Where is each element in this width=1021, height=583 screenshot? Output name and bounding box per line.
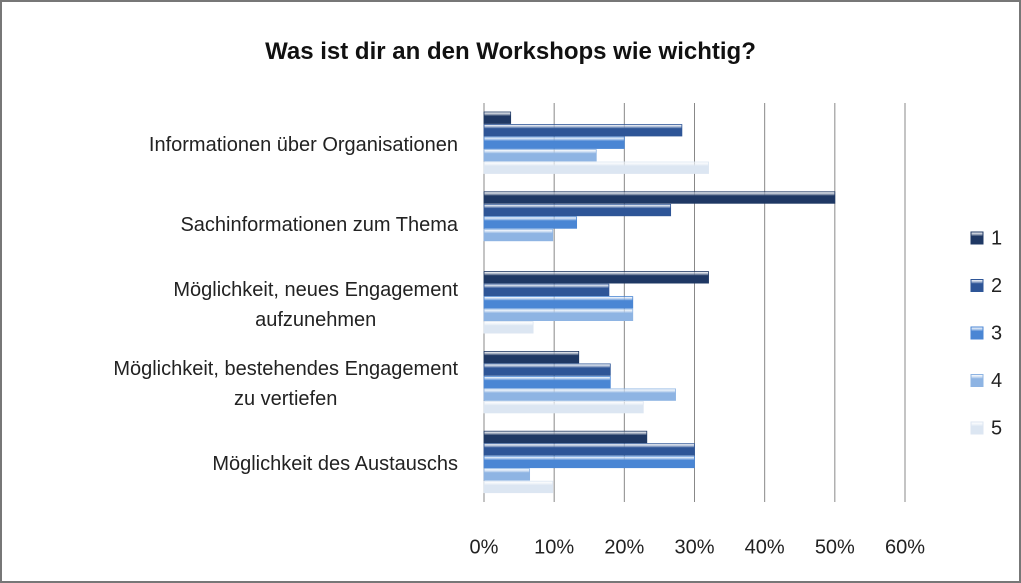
x-tick-label: 50% bbox=[815, 536, 855, 558]
bar bbox=[483, 111, 512, 124]
bar bbox=[483, 136, 625, 149]
bar bbox=[483, 350, 580, 364]
legend-label: 3 bbox=[991, 322, 1002, 344]
bar bbox=[483, 149, 597, 162]
bar bbox=[483, 400, 644, 414]
bar bbox=[483, 455, 695, 469]
legend-label: 2 bbox=[991, 275, 1002, 297]
category-label: Möglichkeit des Austauschs bbox=[212, 453, 458, 476]
bar bbox=[483, 216, 578, 229]
bar bbox=[483, 388, 676, 401]
bar bbox=[483, 228, 554, 242]
bar bbox=[483, 124, 683, 137]
legend-swatch bbox=[970, 231, 984, 245]
legend-swatch bbox=[970, 421, 984, 435]
x-tick-label: 20% bbox=[604, 536, 644, 558]
legend-swatch bbox=[970, 279, 984, 292]
legend-swatch bbox=[970, 326, 984, 340]
bar bbox=[483, 430, 648, 444]
x-tick-label: 0% bbox=[470, 536, 499, 558]
legend-label: 4 bbox=[991, 370, 1002, 392]
bar bbox=[483, 283, 610, 297]
bar bbox=[483, 363, 611, 376]
chart-title: Was ist dir an den Workshops wie wichtig… bbox=[265, 38, 756, 65]
category-label: Möglichkeit, neues Engagement aufzunehme… bbox=[173, 278, 458, 331]
bar bbox=[483, 271, 709, 284]
bar bbox=[483, 203, 672, 217]
x-tick-label: 30% bbox=[674, 536, 714, 558]
bar bbox=[483, 468, 531, 481]
bar bbox=[483, 191, 836, 204]
legend-label: 1 bbox=[991, 227, 1002, 249]
bar bbox=[483, 161, 709, 174]
legend-swatch bbox=[970, 374, 984, 387]
bar bbox=[483, 375, 611, 389]
bar bbox=[483, 480, 554, 494]
bar bbox=[483, 321, 534, 334]
legend-label: 5 bbox=[991, 417, 1002, 439]
bar bbox=[483, 296, 634, 309]
x-tick-label: 60% bbox=[885, 536, 925, 558]
category-label: Informationen über Organisationen bbox=[148, 133, 458, 156]
x-tick-label: 10% bbox=[534, 536, 574, 558]
x-tick-label: 40% bbox=[745, 536, 785, 558]
bar bbox=[483, 443, 695, 456]
category-label: Möglichkeit, bestehendes Engagement zu v… bbox=[113, 358, 458, 411]
bar bbox=[483, 308, 634, 322]
category-label: Sachinformationen zum Thema bbox=[180, 213, 458, 236]
